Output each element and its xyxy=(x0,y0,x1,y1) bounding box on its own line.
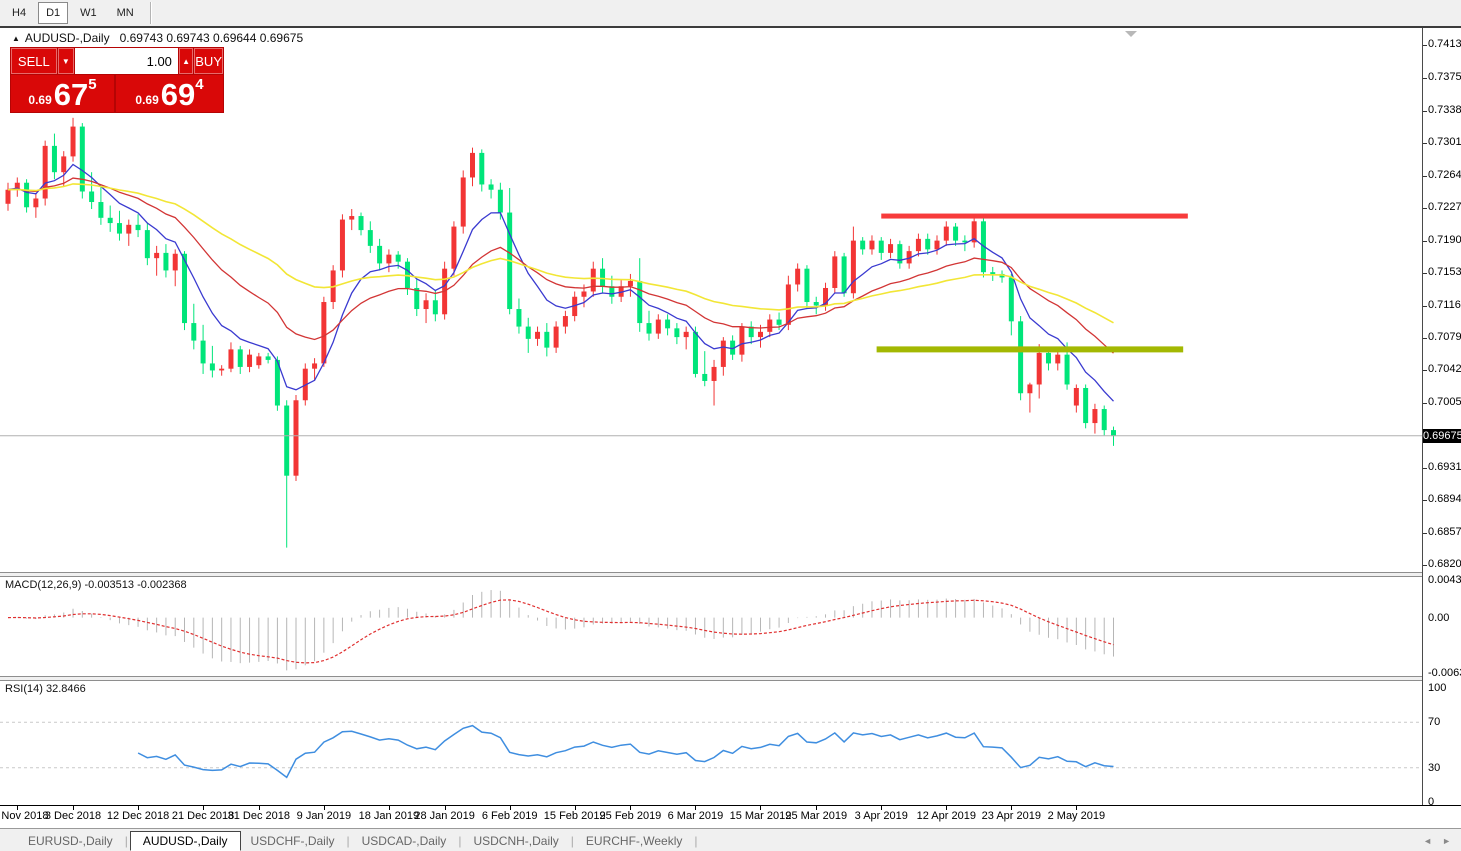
buy-price-pip: 4 xyxy=(195,76,204,93)
panel-separator[interactable] xyxy=(0,676,1461,681)
toolbar-divider xyxy=(149,2,152,24)
tab-scroll-left-icon[interactable]: ◄ xyxy=(1423,835,1433,846)
macd-axis-label: 0.00 xyxy=(1428,611,1450,624)
support-line xyxy=(876,346,1184,353)
sell-price-main: 67 xyxy=(53,77,89,112)
resistance-line xyxy=(881,213,1188,219)
macd-axis-label: -0.006373 xyxy=(1428,667,1461,679)
sell-price-prefix: 0.69 xyxy=(28,93,52,107)
timeframe-button-mn[interactable]: MN xyxy=(116,7,134,19)
rsi-axis-label: 30 xyxy=(1428,761,1441,774)
buy-price-prefix: 0.69 xyxy=(135,93,159,107)
tab-scroll-right-icon[interactable]: ► xyxy=(1442,835,1451,846)
date-axis-label: 25 Feb 2019 xyxy=(599,810,662,822)
buy-price-main: 69 xyxy=(160,77,196,112)
timeframe-button-d1[interactable]: D1 xyxy=(38,2,69,24)
price-chart-canvas[interactable] xyxy=(0,28,1422,572)
date-axis-label: 21 Dec 2018 xyxy=(171,810,235,822)
date-axis-label: 31 Dec 2018 xyxy=(227,810,291,822)
current-price-tag: 0.69675 xyxy=(1423,428,1461,443)
chart-tab-usdchf-daily[interactable]: USDCHF-,Daily xyxy=(250,833,335,848)
sell-button[interactable]: SELL xyxy=(11,48,57,74)
date-axis-label: 15 Mar 2019 xyxy=(729,810,792,822)
rsi-axis-label: 0 xyxy=(1428,796,1435,808)
volume-spin-up-icon[interactable]: ▲ xyxy=(178,48,194,74)
chart-tab-bar: EURUSD-,Daily | AUDUSD-,Daily USDCHF-,Daily… xyxy=(0,828,1461,851)
date-axis-label: 6 Mar 2019 xyxy=(667,810,724,822)
volume-dropdown-icon[interactable]: ▼ xyxy=(57,48,74,74)
chart-symbol-label: AUDUSD-,Daily xyxy=(24,31,110,45)
date-axis-label: 12 Apr 2019 xyxy=(916,810,976,822)
chart-title: ▲ AUDUSD-,Daily 0.69743 0.69743 0.69644 0.… xyxy=(12,31,303,45)
date-axis-label: 25 Mar 2019 xyxy=(785,810,848,822)
date-axis-label: 18 Jan 2019 xyxy=(358,810,420,822)
chart-tab-audusd-daily[interactable]: AUDUSD-,Daily xyxy=(129,830,241,851)
date-axis-label: 6 Feb 2019 xyxy=(481,810,538,822)
date-axis-label: 15 Feb 2019 xyxy=(543,810,606,822)
rsi-axis-label: 100 xyxy=(1428,682,1447,694)
date-axis-label: 3 Apr 2019 xyxy=(854,810,908,822)
chart-tab-usdcnh-daily[interactable]: USDCNH-,Daily xyxy=(473,833,559,848)
tab-divider: | xyxy=(346,833,350,848)
rsi-indicator-label: RSI(14) 32.8466 xyxy=(5,683,86,695)
sell-price[interactable]: 0.69 67 5 xyxy=(11,75,114,112)
date-axis-label: 23 Apr 2019 xyxy=(981,810,1041,822)
ohlc-values: 0.69743 0.69743 0.69644 0.69675 xyxy=(119,31,304,45)
chart-tab-usdcad-daily[interactable]: USDCAD-,Daily xyxy=(361,833,447,848)
chart-tab-eurchf-weekly[interactable]: EURCHF-,Weekly xyxy=(585,833,683,848)
expand-arrow-icon[interactable]: ▲ xyxy=(12,34,20,43)
date-axis-label: 2 May 2019 xyxy=(1047,810,1106,822)
rsi-axis-label: 70 xyxy=(1428,716,1441,729)
date-axis-label: 3 Dec 2018 xyxy=(44,810,102,822)
chart-window: ▲ AUDUSD-,Daily 0.69743 0.69743 0.69644 0.… xyxy=(0,28,1461,829)
date-axis-label: 28 Jan 2019 xyxy=(414,810,475,822)
panel-separator[interactable] xyxy=(0,572,1461,577)
volume-input[interactable] xyxy=(74,48,178,74)
chart-tab-eurusd-daily[interactable]: EURUSD-,Daily xyxy=(28,833,113,848)
macd-indicator-label: MACD(12,26,9) -0.003513 -0.002368 xyxy=(5,579,187,591)
rsi-panel-canvas[interactable] xyxy=(0,681,1422,805)
tab-divider: | xyxy=(694,833,698,848)
chart-shift-marker-icon xyxy=(1125,31,1137,37)
date-axis-label: 23 Nov 2018 xyxy=(0,810,49,822)
timeframe-toolbar: H4 D1 W1 MN xyxy=(0,0,1461,28)
date-axis-label: 9 Jan 2019 xyxy=(296,810,352,822)
buy-price[interactable]: 0.69 69 4 xyxy=(116,75,223,112)
macd-axis-label: 0.004331 xyxy=(1428,574,1461,586)
buy-button[interactable]: BUY xyxy=(194,48,223,74)
timeframe-button-w1[interactable]: W1 xyxy=(80,7,97,19)
sell-price-pip: 5 xyxy=(88,76,97,93)
tab-divider: | xyxy=(570,833,574,848)
tab-divider: | xyxy=(458,833,462,848)
date-axis-label: 12 Dec 2018 xyxy=(106,810,170,822)
macd-panel-canvas[interactable] xyxy=(0,577,1422,676)
timeframe-button-h4[interactable]: H4 xyxy=(12,7,27,19)
one-click-trade-panel: SELL ▼ ▲ BUY 0.69 67 5 0.69 69 4 xyxy=(10,47,224,113)
tab-divider: | xyxy=(124,833,128,848)
